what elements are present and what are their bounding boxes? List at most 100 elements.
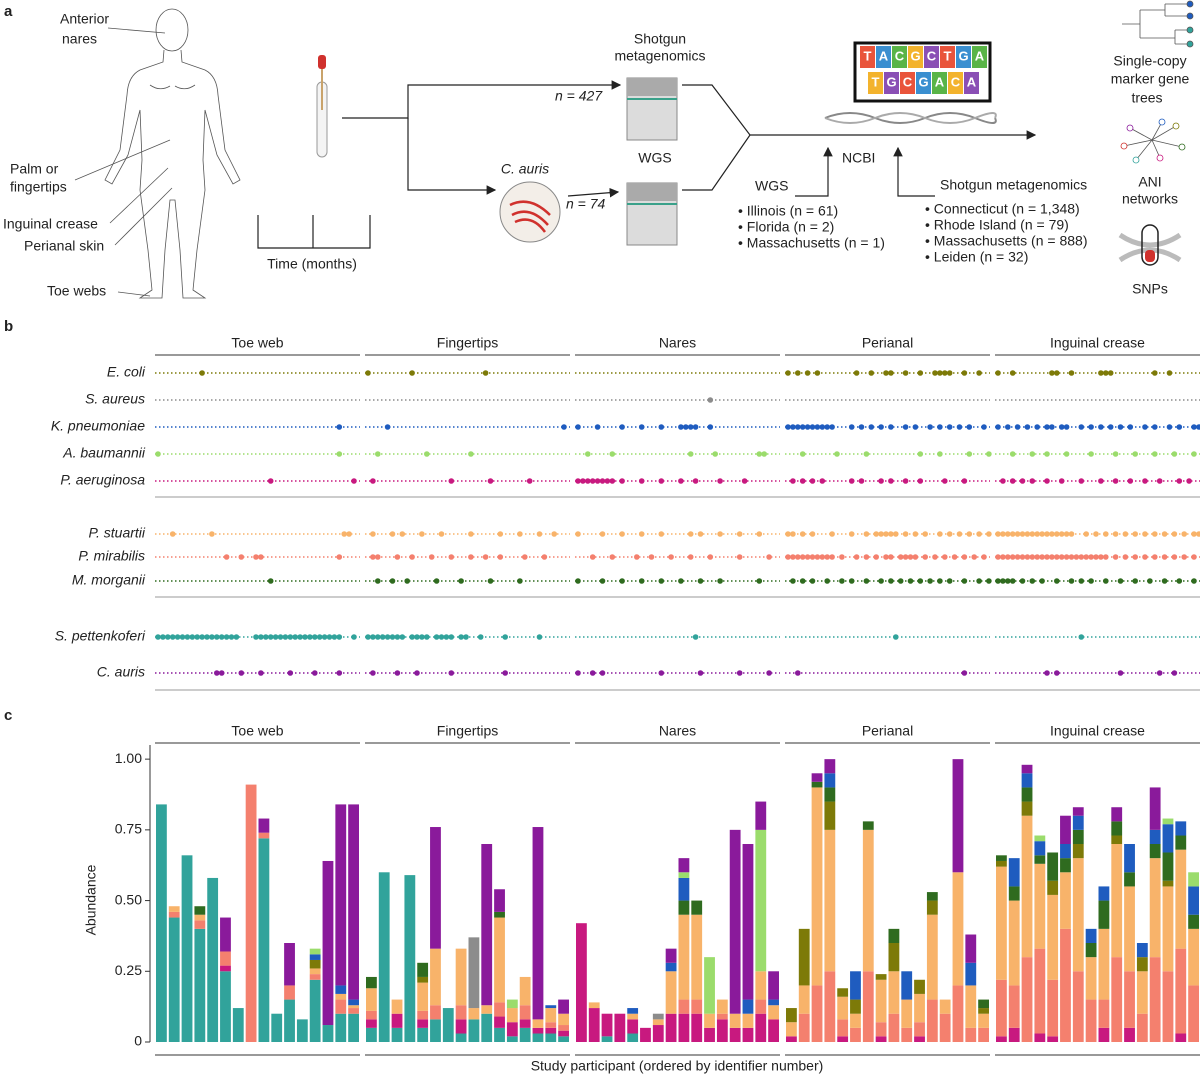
dna-cell [940, 46, 955, 68]
presence-dot [312, 634, 318, 640]
bar-segment [1021, 787, 1033, 802]
presence-dot [253, 554, 259, 560]
bar-segment [335, 985, 347, 994]
bar-segment [1034, 948, 1046, 1034]
presence-dot [692, 478, 699, 484]
bar-segment [284, 943, 295, 986]
bar-segment [1085, 999, 1097, 1042]
presence-dot [1142, 531, 1148, 537]
presence-dot [863, 554, 870, 560]
bar-segment [1034, 855, 1046, 864]
presence-dot [594, 424, 601, 430]
bar-segment [391, 1013, 403, 1028]
body-label: Perianal skin [24, 238, 104, 254]
presence-dot [409, 370, 415, 376]
presence-dot [599, 531, 606, 537]
presence-dot [619, 478, 625, 484]
list-item: • Massachusetts (n = 888) [925, 233, 1087, 249]
presence-dot [995, 554, 1001, 560]
bar-segment [220, 965, 231, 972]
presence-dot [287, 634, 294, 640]
presence-dot [526, 478, 533, 484]
presence-dot [814, 370, 821, 376]
bar-segment [1175, 948, 1187, 1034]
presence-dot [326, 634, 333, 640]
presence-dot [341, 531, 348, 537]
presence-dot [995, 424, 1001, 430]
presence-dot [687, 451, 694, 457]
bar-segment [837, 1036, 849, 1042]
label: Shotgun [634, 31, 686, 47]
presence-dot [1152, 554, 1158, 560]
presence-dot [1093, 531, 1099, 537]
bar-segment [220, 971, 231, 1042]
presence-dot [370, 670, 376, 676]
presence-dot [692, 424, 699, 430]
presence-dot [399, 531, 406, 537]
presence-dot [409, 554, 415, 560]
presence-dot [986, 531, 992, 537]
presence-dot [214, 670, 220, 676]
presence-dot [174, 634, 181, 640]
label: n = 74 [566, 196, 606, 212]
bar-segment [1060, 928, 1071, 1042]
presence-dot [1166, 424, 1173, 430]
presence-dot [907, 578, 914, 584]
presence-dot [966, 451, 973, 457]
presence-dot [336, 670, 343, 676]
presence-dot [1098, 554, 1104, 560]
bar-segment [309, 948, 321, 955]
bar-segment [888, 943, 900, 972]
presence-dot [223, 554, 230, 560]
bar-segment [1008, 886, 1020, 901]
site-header: Inguinal crease [1050, 723, 1145, 739]
bar-segment [691, 999, 703, 1014]
presence-dot [394, 634, 401, 640]
bar-segment [366, 1019, 377, 1028]
dna-cell [956, 46, 971, 68]
bar-segment [850, 1013, 861, 1028]
bar-segment [939, 999, 951, 1014]
bar-segment [1047, 1036, 1059, 1042]
presence-dot [1191, 424, 1197, 430]
presence-dot [292, 634, 299, 640]
presence-dot [238, 554, 245, 560]
bar-segment [742, 999, 754, 1014]
presence-dot [1034, 531, 1040, 537]
presence-dot [287, 670, 294, 676]
bar-segment [455, 1033, 467, 1042]
presence-dot [1029, 578, 1036, 584]
panel-label: c [4, 707, 12, 724]
presence-dot [179, 634, 186, 640]
bar-segment [532, 1019, 544, 1028]
bar-segment [652, 1013, 664, 1020]
presence-dot [1132, 554, 1138, 560]
presence-dot [1044, 451, 1050, 457]
bar-segment [1021, 815, 1033, 958]
presence-dot [379, 634, 386, 640]
presence-dot [951, 554, 958, 560]
presence-dot [477, 634, 484, 640]
presence-dot [267, 478, 274, 484]
bar-segment [965, 962, 977, 986]
dna-letter: A [935, 74, 945, 89]
presence-dot [1058, 531, 1065, 537]
bar-segment [965, 934, 977, 963]
bar-segment [322, 860, 334, 1026]
presence-dot [697, 670, 704, 676]
presence-dot [1068, 578, 1075, 584]
pointer [74, 139, 171, 181]
dna-letter: A [975, 48, 985, 63]
bar-segment [322, 1025, 334, 1042]
presence-dot [1083, 531, 1089, 537]
bar-segment [824, 829, 836, 972]
bar-segment [665, 962, 677, 972]
presence-dot [1058, 554, 1065, 560]
presence-dot [1176, 478, 1183, 484]
bar-segment [1111, 807, 1123, 822]
bar-segment [1124, 971, 1135, 1028]
bar-segment [271, 1013, 283, 1042]
site-header: Inguinal crease [1050, 335, 1145, 351]
presence-dot [214, 634, 220, 640]
bar-segment [588, 1002, 600, 1009]
